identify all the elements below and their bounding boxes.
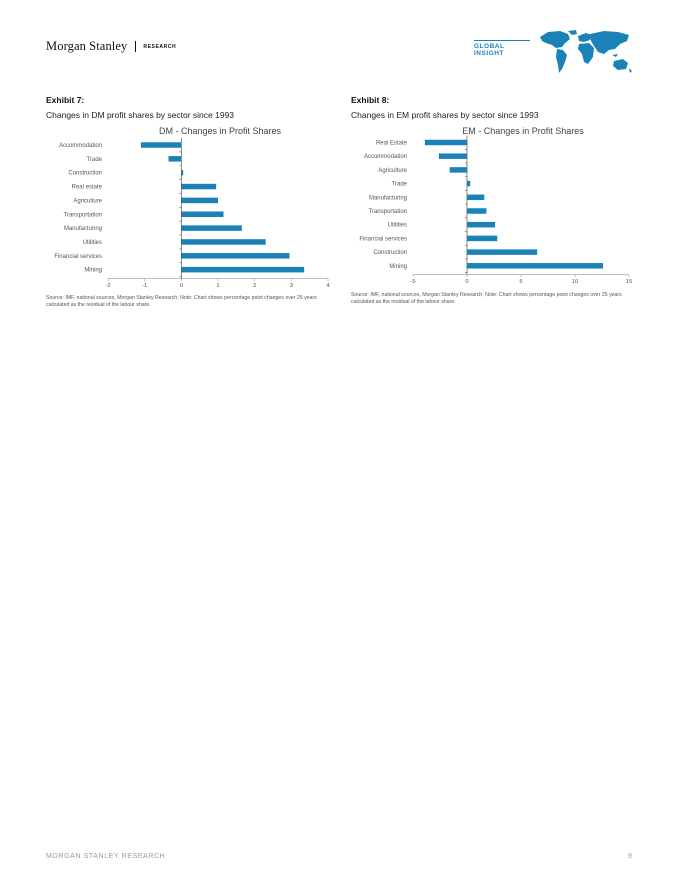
footer-label: MORGAN STANLEY RESEARCH: [46, 853, 166, 860]
bar: [181, 225, 242, 231]
exhibit-description: Changes in DM profit shares by sector si…: [46, 110, 235, 120]
brand-divider: [135, 41, 137, 52]
bar: [181, 169, 184, 176]
exhibit-8: Exhibit 8: Changes in EM profit shares b…: [351, 95, 641, 305]
research-label: RESEARCH: [143, 43, 177, 50]
category-label: Accommodation: [59, 143, 102, 149]
bar: [181, 197, 218, 204]
category-label: Utilities: [388, 223, 407, 229]
category-label: Mining: [84, 268, 102, 274]
category-label: Utilities: [83, 240, 102, 246]
brand-name: Morgan Stanley: [46, 39, 128, 53]
category-label: Construction: [68, 171, 102, 177]
category-label: Transportation: [369, 209, 407, 215]
exhibit-source: Source: IMF, national sources, Morgan St…: [351, 292, 622, 306]
bar: [467, 180, 471, 187]
x-tick-label: 0: [180, 283, 183, 289]
x-tick-label: 0: [465, 279, 468, 285]
bar: [181, 239, 266, 245]
x-tick-label: -5: [410, 279, 415, 285]
dm-profit-shares-chart: DM - Changes in Profit Shares -2 -1 0 1 2 3 4 Ac…: [54, 126, 330, 289]
exhibit-label: Exhibit 7:: [46, 95, 85, 105]
category-label: Construction: [373, 250, 407, 256]
exhibit-label: Exhibit 8:: [351, 95, 390, 105]
category-label: Trade: [392, 182, 408, 188]
exhibit-7: Exhibit 7: Changes in DM profit shares b…: [46, 95, 336, 308]
bar: [467, 263, 604, 269]
bar: [181, 211, 224, 217]
category-label: Agriculture: [378, 168, 407, 174]
bar: [467, 194, 485, 201]
bar: [181, 253, 290, 259]
bar: [467, 235, 498, 242]
bar: [181, 183, 217, 190]
x-tick-label: 15: [626, 279, 632, 285]
morgan-stanley-logo: Morgan Stanley RESEARCH: [46, 39, 176, 54]
category-label: Mining: [389, 264, 407, 270]
chart-title: DM - Changes in Profit Shares: [159, 126, 282, 136]
bar: [168, 156, 182, 162]
x-tick-label: 2: [253, 283, 256, 289]
category-label: Accommodation: [364, 154, 407, 160]
category-label: Transportation: [64, 212, 102, 218]
bar: [449, 167, 467, 173]
bar: [141, 142, 182, 148]
category-label: Real estate: [72, 185, 103, 191]
category-label: Real Estate: [376, 141, 408, 147]
x-tick-label: -1: [142, 283, 147, 289]
em-profit-shares-chart: EM - Changes in Profit Shares -5 0 5 10 15 Rea…: [359, 126, 632, 285]
category-label: Financial services: [359, 236, 407, 242]
chart-title: EM - Changes in Profit Shares: [462, 126, 584, 136]
category-label: Agriculture: [73, 198, 102, 204]
category-label: Manufacturing: [64, 226, 102, 232]
x-tick-label: 3: [290, 283, 293, 289]
bar: [467, 221, 496, 228]
x-tick-label: 4: [326, 283, 330, 289]
category-label: Trade: [87, 157, 103, 163]
x-tick-label: 10: [572, 279, 578, 285]
category-label: Manufacturing: [369, 195, 407, 201]
world-map-icon: [540, 30, 632, 73]
bar: [424, 139, 467, 146]
x-tick-label: 5: [519, 279, 522, 285]
bar: [467, 249, 538, 255]
exhibit-description: Changes in EM profit shares by sector si…: [351, 110, 539, 120]
page-number: 9: [628, 853, 632, 860]
bar: [181, 266, 305, 273]
x-tick-label: 1: [216, 283, 219, 289]
exhibit-source: Source: IMF, national sources, Morgan St…: [46, 295, 317, 309]
category-label: Financial services: [54, 254, 102, 260]
bar: [467, 208, 487, 214]
global-insight-label: GLOBAL INSIGHT: [474, 40, 530, 57]
x-tick-label: -2: [105, 283, 110, 289]
bar: [438, 153, 467, 159]
